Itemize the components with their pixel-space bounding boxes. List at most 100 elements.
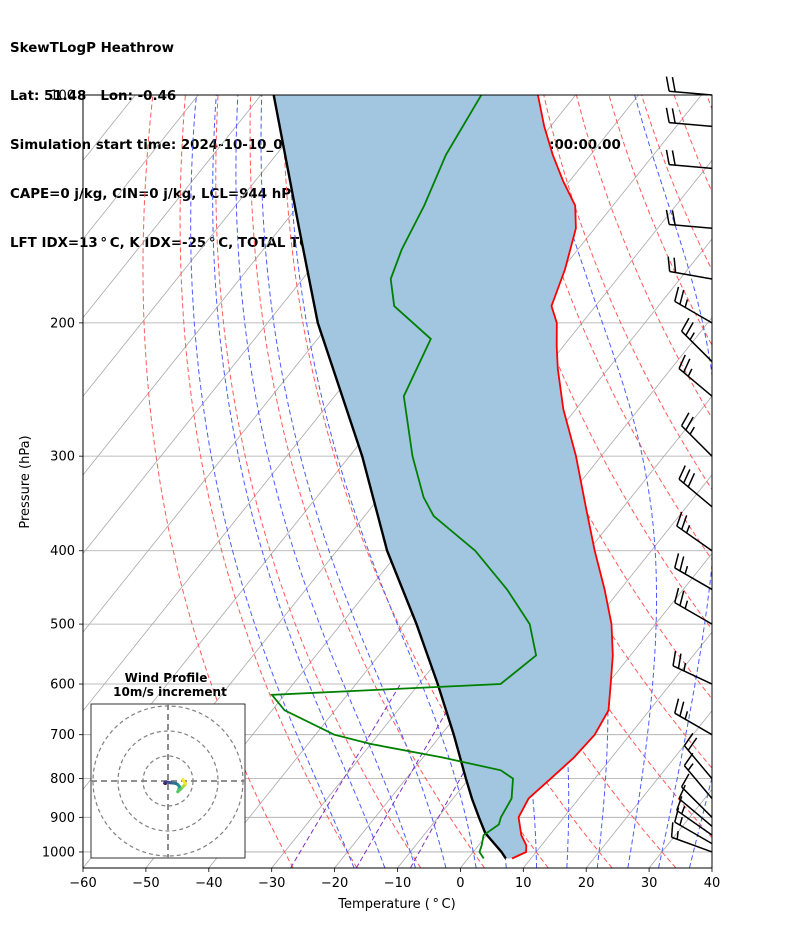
cin-area	[273, 95, 613, 859]
barb-full	[665, 76, 670, 92]
barb-full	[685, 416, 694, 431]
barb-full	[670, 822, 674, 838]
barb-shaft	[674, 601, 713, 625]
barb-full	[665, 107, 670, 123]
barb-full	[677, 653, 682, 669]
isotherm-line	[334, 395, 712, 868]
x-tick-label: −50	[132, 876, 159, 891]
wind-barb	[667, 256, 713, 280]
cin-shade	[273, 95, 613, 859]
barb-shaft	[681, 425, 713, 457]
wind-barb	[674, 286, 713, 324]
moist-adiabat	[634, 95, 712, 868]
y-tick-label: 900	[50, 811, 75, 826]
barb-full	[680, 317, 690, 332]
barb-half	[687, 368, 693, 377]
wind-barb	[674, 553, 713, 591]
barb-full	[685, 322, 694, 336]
wind-barb	[665, 149, 713, 170]
y-tick-label: 800	[50, 772, 75, 787]
barb-shaft	[678, 368, 713, 397]
dry-adiabat	[641, 95, 712, 272]
barb-half	[687, 763, 694, 771]
wind-barb	[674, 698, 713, 736]
barb-half	[685, 524, 691, 534]
barb-half	[684, 565, 689, 575]
barb-shaft	[669, 163, 713, 170]
series-layer	[270, 95, 614, 860]
dry-adiabat	[142, 95, 294, 868]
wind-barb	[680, 317, 713, 363]
barb-shaft	[674, 300, 713, 324]
barb-full	[680, 412, 690, 427]
wind-barb	[680, 412, 713, 457]
barb-shaft	[683, 765, 713, 800]
barb-full	[665, 209, 670, 225]
barb-shaft	[674, 567, 713, 591]
barb-shaft	[669, 90, 713, 96]
y-tick-label: 100	[50, 89, 75, 104]
isotherm-line	[83, 95, 388, 476]
barb-full	[671, 150, 676, 166]
wind-barb	[678, 784, 713, 827]
barb-full	[679, 556, 685, 572]
x-tick-label: 40	[704, 876, 721, 891]
moist-adiabat	[212, 95, 386, 868]
wind-barb	[683, 752, 713, 800]
barb-half	[684, 600, 689, 609]
barb-full	[671, 108, 676, 124]
barb-full	[679, 289, 685, 305]
y-tick-label: 500	[50, 618, 75, 633]
wind-barb	[674, 587, 713, 625]
wind-barb	[680, 773, 713, 818]
wind-barb	[670, 822, 713, 853]
dry-adiabat	[179, 95, 358, 868]
barb-full	[680, 515, 688, 530]
dry-adiabat	[608, 95, 712, 347]
isotherm-line	[83, 95, 262, 319]
x-tick-label: 0	[456, 876, 464, 891]
barb-full	[683, 752, 694, 767]
barb-full	[676, 511, 683, 527]
barb-shaft	[681, 330, 713, 363]
barb-full	[674, 698, 680, 714]
barb-full	[678, 465, 686, 480]
x-axis-label: Temperature ( ° C)	[337, 897, 455, 912]
x-tick-label: 30	[641, 876, 658, 891]
moist-adiabat	[235, 95, 416, 868]
barb-full	[687, 737, 698, 751]
dry-adiabat	[739, 95, 794, 868]
barb-half	[684, 711, 689, 720]
barb-full	[678, 784, 686, 800]
barb-half	[679, 817, 683, 826]
moist-adiabat	[535, 95, 657, 868]
hodograph-title: Wind Profile	[125, 671, 208, 685]
hodograph-subtitle: 10m/s increment	[113, 685, 227, 699]
wind-barb	[665, 107, 713, 128]
barb-shaft	[669, 121, 713, 128]
wind-barbs	[665, 76, 713, 853]
moist-adiabat	[190, 95, 355, 868]
barb-shaft	[676, 525, 713, 552]
barb-full	[671, 76, 676, 92]
barb-shaft	[683, 745, 713, 780]
y-tick-label: 300	[50, 450, 75, 465]
axes: −60 −50 −40 −30 −20 −10 0 10 20 30 40 1000 900 800 700…	[42, 89, 720, 892]
barb-full	[682, 469, 691, 484]
x-tick-label: −10	[384, 876, 411, 891]
barb-shaft	[678, 478, 713, 508]
barb-shaft	[672, 665, 713, 685]
title-location: Lat: 51.48 Lon: -0.46	[10, 89, 177, 105]
moist-adiabat	[260, 95, 447, 868]
barb-full	[674, 807, 680, 823]
x-tick-label: 10	[515, 876, 532, 891]
barb-shaft	[674, 712, 713, 736]
hodograph-segment	[181, 778, 185, 783]
mixing-ratio-line	[290, 683, 401, 868]
barb-full	[672, 650, 677, 666]
barb-half	[676, 831, 679, 840]
dry-adiabat	[575, 95, 712, 420]
dry-adiabat	[706, 95, 712, 111]
hodograph-plot	[91, 704, 245, 858]
